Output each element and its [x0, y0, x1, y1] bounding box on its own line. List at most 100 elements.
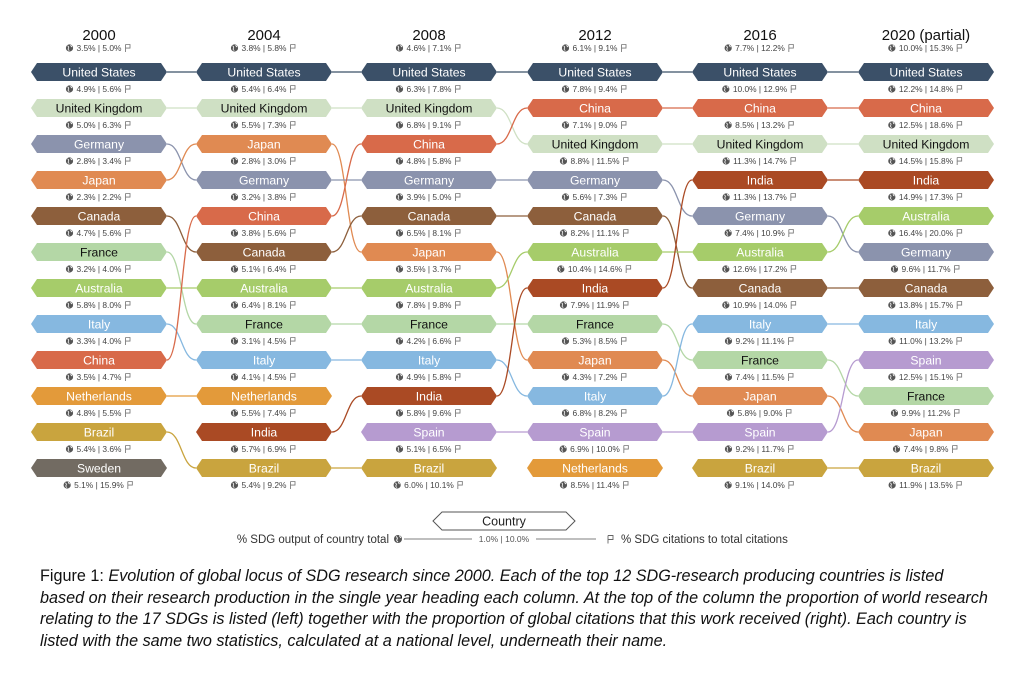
globe-icon [561, 193, 570, 201]
flag-icon [455, 121, 461, 129]
globe-icon [888, 44, 896, 52]
country-node-canada: Canada 10.9% | 14.0% [692, 279, 828, 310]
country-stats: 4.9% | 5.6% [76, 84, 122, 94]
country-stats: 4.3% | 7.2% [572, 372, 618, 382]
flow-line-india [496, 287, 528, 397]
globe-icon [722, 85, 730, 93]
country-box [692, 315, 828, 333]
country-name: Brazil [249, 461, 279, 475]
country-stats: 5.4% | 9.2% [241, 480, 287, 490]
country-stats: 7.8% | 9.8% [406, 300, 452, 310]
country-name: France [741, 353, 779, 367]
flow-line-italy [662, 323, 693, 397]
country-node-china: China 3.8% | 5.6% [196, 207, 332, 238]
country-stats: 14.9% | 17.3% [899, 192, 954, 202]
country-box [527, 423, 663, 441]
country-name: Canada [408, 209, 451, 223]
country-box [31, 99, 167, 117]
year-label: 2004 [247, 27, 280, 44]
country-box [858, 387, 994, 405]
flow-line-australia [496, 251, 528, 289]
flag-icon [455, 373, 461, 381]
globe-icon [230, 121, 239, 129]
flag-icon [621, 373, 627, 381]
country-stats: 5.5% | 7.3% [241, 120, 287, 130]
globe-icon [722, 265, 730, 273]
country-stats: 14.5% | 15.8% [899, 156, 954, 166]
country-node-china: China 12.5% | 18.6% [858, 99, 994, 130]
flag-icon [625, 265, 632, 273]
country-node-china: China 4.8% | 5.8% [361, 135, 497, 166]
country-box [31, 351, 167, 369]
globe-icon [892, 445, 901, 453]
globe-icon [890, 409, 899, 417]
country-stats: 4.1% | 4.5% [241, 372, 287, 382]
flow-line-france [662, 323, 693, 361]
country-node-spain: Spain 9.2% | 11.7% [692, 423, 828, 454]
flag-icon [788, 337, 794, 345]
country-name: United States [62, 65, 135, 79]
globe-icon [722, 301, 730, 309]
globe-icon [65, 193, 74, 201]
country-name: Australia [736, 245, 784, 259]
flag-icon [125, 265, 131, 273]
country-name: Germany [735, 209, 786, 223]
country-node-australia: Australia 7.8% | 9.8% [361, 279, 497, 310]
country-name: Australia [75, 281, 123, 295]
country-box [858, 207, 994, 225]
country-box [858, 459, 994, 477]
legend-citations-label: % SDG citations to total citations [621, 534, 788, 546]
country-name: United Kingdom [221, 101, 308, 115]
country-stats: 12.6% | 17.2% [733, 264, 788, 274]
country-name: Netherlands [562, 461, 628, 475]
flag-icon [127, 481, 133, 489]
globe-icon [230, 337, 239, 345]
flag-icon [786, 409, 792, 417]
country-name: Germany [404, 173, 455, 187]
flow-line-china [496, 107, 528, 145]
country-name: China [413, 137, 445, 151]
country-stats: 5.1% | 6.5% [406, 444, 452, 454]
country-node-australia: Australia 10.4% | 14.6% [527, 243, 663, 274]
flag-icon [290, 445, 296, 453]
country-box [31, 207, 167, 225]
country-stats: 8.5% | 13.2% [735, 120, 785, 130]
legend: Country % SDG output of country total 1.… [237, 511, 788, 546]
country-stats: 5.3% | 8.5% [572, 336, 618, 346]
country-box [692, 423, 828, 441]
flag-icon [125, 121, 131, 129]
country-node-france: France 3.2% | 4.0% [31, 243, 167, 274]
country-box [361, 423, 497, 441]
country-node-canada: Canada 13.8% | 15.7% [858, 279, 994, 310]
country-box [196, 99, 332, 117]
country-stats: 4.2% | 6.6% [406, 336, 452, 346]
globe-icon [724, 121, 732, 129]
flag-icon [455, 445, 461, 453]
country-stats: 11.9% | 13.5% [899, 480, 953, 490]
flag-icon [956, 337, 962, 345]
country-stats: 5.8% | 9.6% [406, 408, 452, 418]
country-stats: 5.4% | 3.6% [76, 444, 122, 454]
country-node-germany: Germany 3.9% | 5.0% [361, 171, 497, 202]
country-name: Brazil [745, 461, 775, 475]
country-box [196, 63, 332, 81]
globe-icon [394, 535, 402, 543]
country-box [858, 63, 994, 81]
country-name: Brazil [911, 461, 941, 475]
flow-line-australia [827, 215, 859, 253]
globe-icon [559, 481, 568, 489]
flag-icon [623, 229, 629, 237]
flag-icon [956, 85, 963, 93]
globe-icon [724, 337, 733, 345]
country-name: Japan [82, 173, 115, 187]
globe-icon [561, 44, 570, 52]
country-stats: 3.8% | 5.6% [241, 228, 287, 238]
country-name: Japan [247, 137, 280, 151]
country-name: United States [558, 65, 631, 79]
country-box [196, 423, 332, 441]
country-stats: 10.9% | 14.0% [733, 300, 788, 310]
country-node-netherlands: Netherlands 5.5% | 7.4% [196, 387, 332, 418]
